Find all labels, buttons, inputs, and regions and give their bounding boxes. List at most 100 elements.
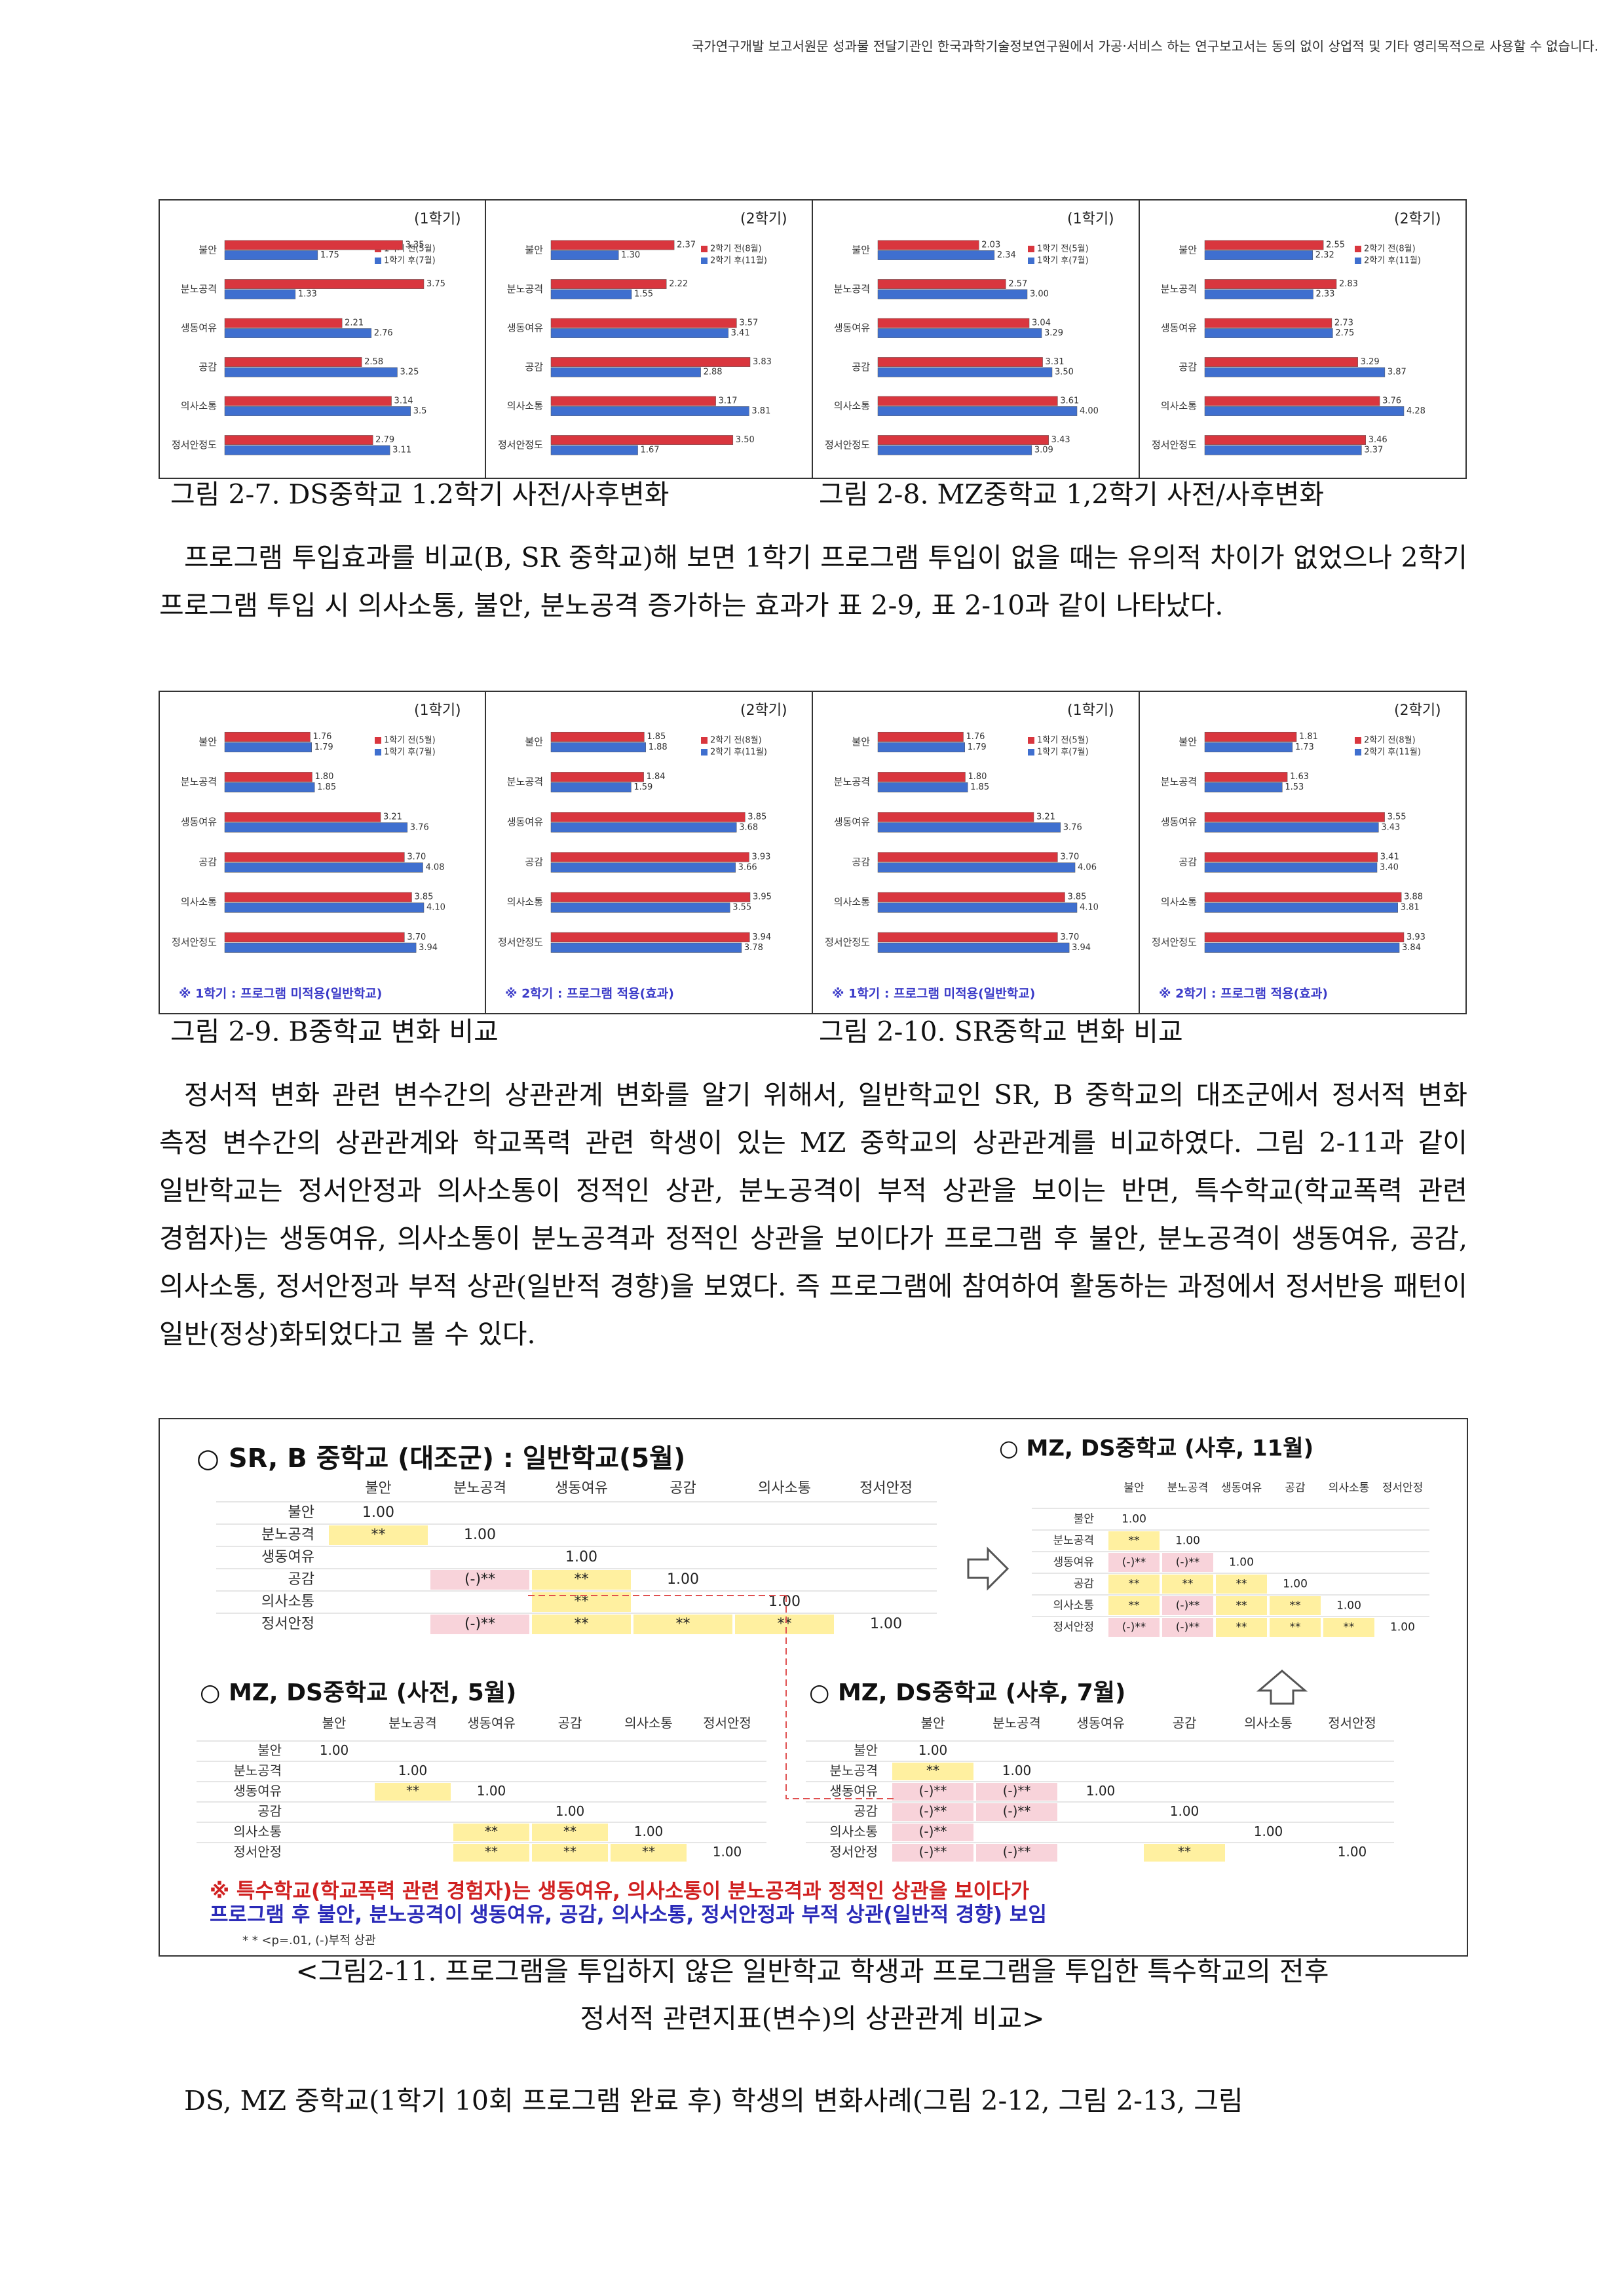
paragraph: 정서적 변화 관련 변수간의 상관관계 변화를 알기 위해서, 일반학교인 SR… — [159, 1079, 1467, 1350]
table-column-header: 생동여유 — [1221, 1482, 1262, 1495]
value-label: 3.94 — [419, 943, 438, 953]
category-label: 공감 — [852, 856, 870, 868]
value-label: 4.06 — [1078, 862, 1097, 872]
panel-title: (2학기) — [740, 211, 787, 227]
table-cell: 1.00 — [1254, 1824, 1283, 1839]
table-cell: (-)** — [1122, 1556, 1146, 1569]
cell-highlight — [892, 1803, 973, 1821]
dashed-link — [527, 1595, 897, 1799]
bar — [550, 445, 638, 455]
bar — [224, 892, 412, 902]
bar — [224, 279, 425, 289]
value-label: 2.33 — [1315, 290, 1334, 299]
value-label: 3.87 — [1388, 368, 1407, 377]
legend-label: 2학기 후(11월) — [1364, 256, 1421, 266]
cell-highlight — [1216, 1596, 1267, 1615]
table-cell: 1.00 — [464, 1527, 496, 1543]
value-label: 2.83 — [1339, 279, 1358, 289]
table-cell: 1.00 — [1338, 1844, 1367, 1860]
cell-highlight — [532, 1615, 631, 1634]
bar — [224, 742, 312, 753]
table-column-header: 공감 — [1173, 1715, 1197, 1731]
value-label: 3.68 — [739, 822, 758, 832]
value-label: 2.58 — [364, 357, 383, 367]
bar — [1204, 396, 1380, 406]
category-label: 불안 — [198, 736, 217, 748]
table-cell: ** — [406, 1783, 419, 1799]
legend-swatch — [1355, 246, 1361, 252]
bar — [550, 289, 632, 299]
table-cell: 1.00 — [1175, 1535, 1200, 1548]
bar — [877, 852, 1058, 862]
legend-label: 2학기 전(8월) — [1364, 244, 1416, 254]
table-column-header: 불안 — [1124, 1482, 1144, 1495]
category-label: 불안 — [1179, 736, 1197, 748]
bar — [550, 862, 736, 873]
table-cell: 1.00 — [667, 1571, 699, 1588]
table-cell: ** — [1344, 1621, 1355, 1634]
bar — [1204, 250, 1313, 260]
value-label: 3.29 — [1361, 357, 1380, 367]
table-column-header: 정서안정 — [859, 1480, 913, 1497]
category-label: 정서안정도 — [1152, 936, 1197, 948]
cell-highlight — [1162, 1553, 1213, 1572]
value-label: 3.81 — [1401, 903, 1420, 913]
legend-label: 2학기 전(8월) — [1364, 736, 1416, 746]
category-label: 공감 — [198, 856, 217, 868]
value-label: 3.94 — [752, 932, 771, 942]
legend-swatch — [1028, 749, 1034, 756]
panel-title: (1학기) — [414, 702, 461, 719]
table-row-label: 공감 — [854, 1803, 878, 1819]
table-column-header: 의사소통 — [1244, 1715, 1293, 1731]
value-label: 1.55 — [634, 290, 653, 299]
bar — [877, 240, 979, 250]
panel-note: ※ 2학기 : 프로그램 적용(효과) — [505, 987, 674, 1001]
table-row-label: 의사소통 — [829, 1824, 878, 1839]
table-cell: 1.00 — [1283, 1578, 1308, 1591]
bar — [224, 250, 318, 260]
bar — [1204, 862, 1378, 873]
value-label: 3.70 — [407, 932, 426, 942]
value-label: 3.04 — [1032, 318, 1051, 328]
category-label: 생동여유 — [507, 322, 543, 334]
bar — [877, 932, 1058, 942]
cell-highlight — [1216, 1618, 1267, 1637]
bar — [550, 250, 619, 260]
table-row-label: 정서안정 — [233, 1844, 282, 1860]
category-label: 불안 — [525, 244, 543, 256]
table-cell: ** — [1236, 1578, 1247, 1591]
value-label: 1.79 — [968, 742, 987, 752]
table-cell: ** — [1290, 1621, 1301, 1634]
table-column-header: 정서안정 — [703, 1715, 751, 1731]
bar — [550, 772, 644, 782]
category-label: 정서안정도 — [498, 439, 543, 451]
table-row-label: 생동여유 — [261, 1549, 314, 1565]
value-label: 3.94 — [1072, 943, 1091, 953]
table-cell: (-)** — [1003, 1844, 1031, 1860]
bar — [877, 822, 1061, 833]
cell-highlight — [1323, 1618, 1374, 1637]
cell-highlight — [633, 1615, 732, 1634]
value-label: 3.76 — [1382, 396, 1401, 406]
cell-highlight — [892, 1783, 973, 1801]
table-row-label: 불안 — [288, 1504, 314, 1521]
table-cell: 1.00 — [1390, 1621, 1415, 1634]
table-cell: ** — [1236, 1621, 1247, 1634]
cell-highlight — [1162, 1596, 1213, 1615]
table-cell: ** — [1182, 1578, 1194, 1591]
legend-swatch — [1028, 258, 1034, 264]
panel-note: ※ 1학기 : 프로그램 미적용(일반학교) — [179, 987, 382, 1001]
value-label: 3.40 — [1380, 862, 1399, 872]
table-row-label: 공감 — [1074, 1578, 1095, 1591]
bar — [224, 932, 405, 942]
table-title: ○ SR, B 중학교 (대조군) : 일반학교(5월) — [197, 1444, 685, 1474]
category-label: 정서안정도 — [825, 439, 870, 451]
bar — [1204, 279, 1337, 289]
value-label: 3.78 — [744, 943, 763, 953]
table-cell: ** — [1129, 1599, 1140, 1613]
table-cell: 1.00 — [768, 1594, 801, 1610]
bar — [1204, 289, 1313, 299]
bar — [224, 942, 417, 953]
table-column-header: 공감 — [670, 1480, 696, 1497]
